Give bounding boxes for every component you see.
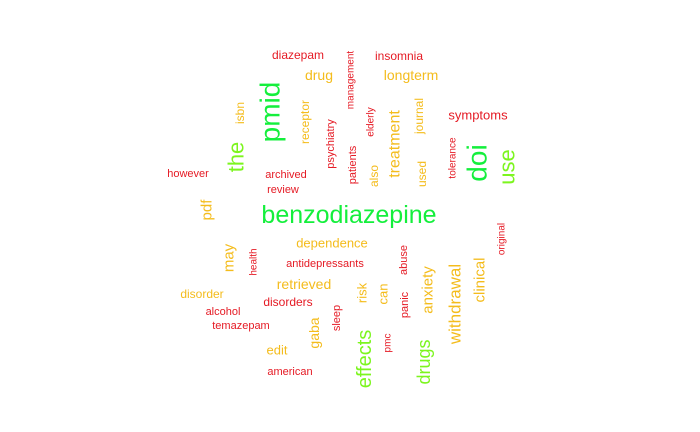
word-used: used [415, 161, 429, 187]
word-panic: panic [399, 291, 411, 318]
word-temazepam: temazepam [212, 320, 269, 332]
word-health: health [249, 248, 260, 275]
word-antidepressants: antidepressants [286, 258, 364, 270]
word-doi: doi [462, 144, 493, 181]
word-original: original [497, 223, 508, 255]
word-effects: effects [354, 330, 376, 389]
word-benzodiazepine: benzodiazepine [261, 201, 436, 229]
word-retrieved: retrieved [277, 276, 331, 292]
word-tolerance: tolerance [448, 137, 459, 179]
word-insomnia: insomnia [375, 49, 423, 63]
word-management: management [346, 51, 357, 110]
word-disorder: disorder [180, 287, 223, 301]
word-archived: archived [265, 169, 307, 181]
word-psychiatry: psychiatry [325, 119, 337, 169]
word-sleep: sleep [331, 305, 343, 331]
word-journal: journal [412, 98, 426, 135]
word-edit: edit [267, 343, 288, 358]
word-disorders: disorders [263, 295, 312, 309]
word-however: however [167, 168, 209, 180]
word-may: may [221, 243, 238, 272]
word-cloud-words: benzodiazepine pmid doi use the effects drugsw… [167, 48, 519, 388]
word-risk: risk [355, 282, 370, 303]
word-patients: patients [347, 145, 359, 184]
word-review: review [267, 184, 299, 196]
word-pmc: pmc [383, 334, 394, 353]
word-diazepam: diazepam [272, 48, 324, 62]
word-receptor: receptor [298, 100, 312, 144]
word-abuse: abuse [398, 245, 410, 275]
word-can: can [376, 284, 391, 305]
word-longterm: longterm [384, 67, 438, 83]
word-dependence: dependence [296, 236, 368, 251]
word-gaba: gaba [306, 317, 322, 348]
word-symptoms: symptoms [448, 108, 508, 123]
word-american: american [267, 366, 312, 378]
word-the: the [224, 142, 249, 173]
word-drugs: drugs [414, 339, 434, 384]
word-elderly: elderly [366, 107, 377, 136]
word-pdf: pdf [199, 199, 216, 221]
word-also: also [367, 165, 381, 187]
word-clinical: clinical [472, 257, 489, 302]
word-drug: drug [305, 67, 333, 83]
word-use: use [495, 149, 520, 184]
word-pmid: pmid [255, 82, 286, 143]
word-treatment: treatment [387, 110, 404, 178]
word-withdrawal: withdrawal [446, 264, 465, 345]
word-isbn: isbn [233, 102, 247, 124]
word-alcohol: alcohol [206, 306, 241, 318]
word-anxiety: anxiety [420, 266, 437, 314]
